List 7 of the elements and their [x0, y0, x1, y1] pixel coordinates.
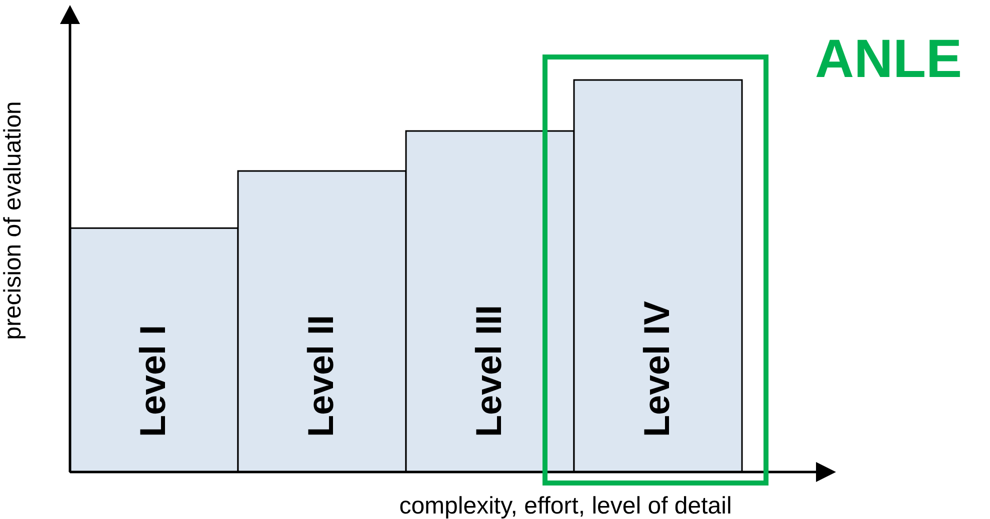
y-axis-title: precision of evaluation — [0, 101, 26, 340]
annotation: ANLE — [815, 28, 962, 90]
x-tick-label: Level II — [300, 314, 341, 437]
x-axis-title: complexity, effort, level of detail — [399, 492, 732, 519]
x-tick-label: Level IV — [636, 300, 677, 437]
x-tick-label: Level III — [468, 304, 509, 437]
x-tick-label: Level I — [132, 324, 173, 437]
